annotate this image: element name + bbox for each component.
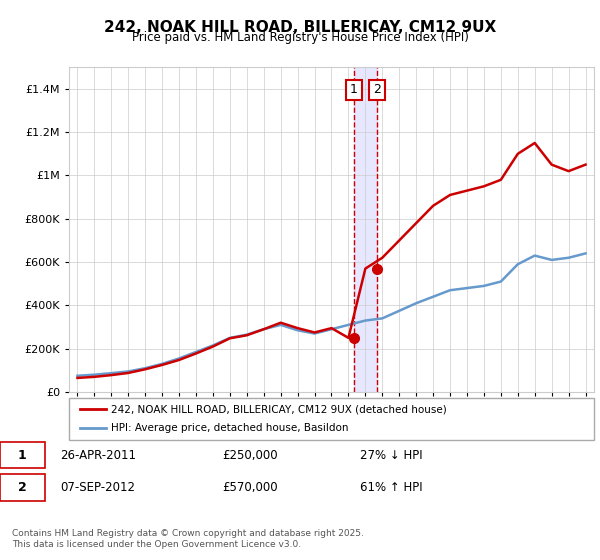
Text: 242, NOAK HILL ROAD, BILLERICAY, CM12 9UX (detached house): 242, NOAK HILL ROAD, BILLERICAY, CM12 9U… xyxy=(111,404,447,414)
Text: 1: 1 xyxy=(18,449,26,461)
Text: 2: 2 xyxy=(18,481,26,494)
FancyBboxPatch shape xyxy=(0,474,45,501)
Bar xyxy=(354,67,377,392)
Text: Contains HM Land Registry data © Crown copyright and database right 2025.
This d: Contains HM Land Registry data © Crown c… xyxy=(12,529,364,549)
Text: HPI: Average price, detached house, Basildon: HPI: Average price, detached house, Basi… xyxy=(111,423,349,433)
Text: 07-SEP-2012: 07-SEP-2012 xyxy=(60,481,135,494)
Text: 242, NOAK HILL ROAD, BILLERICAY, CM12 9UX: 242, NOAK HILL ROAD, BILLERICAY, CM12 9U… xyxy=(104,20,496,35)
Text: 26-APR-2011: 26-APR-2011 xyxy=(60,449,136,461)
Text: £250,000: £250,000 xyxy=(222,449,278,461)
Text: 1: 1 xyxy=(350,83,358,96)
Text: 61% ↑ HPI: 61% ↑ HPI xyxy=(360,481,422,494)
FancyBboxPatch shape xyxy=(69,398,594,440)
Text: Price paid vs. HM Land Registry's House Price Index (HPI): Price paid vs. HM Land Registry's House … xyxy=(131,31,469,44)
FancyBboxPatch shape xyxy=(0,442,45,469)
Text: £570,000: £570,000 xyxy=(222,481,278,494)
Text: 2: 2 xyxy=(373,83,381,96)
Text: 27% ↓ HPI: 27% ↓ HPI xyxy=(360,449,422,461)
